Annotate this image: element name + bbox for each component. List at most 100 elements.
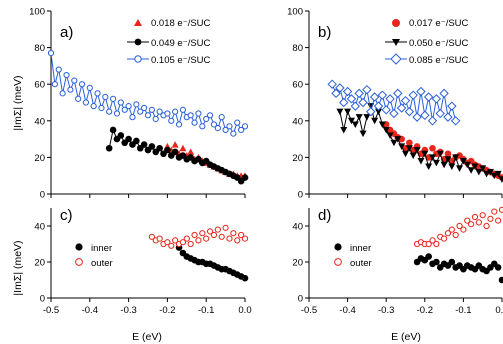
data-point-a-2-33: [175, 121, 183, 128]
data-point-d-0-3: [425, 253, 432, 260]
data-point-b-1-7: [363, 114, 371, 121]
data-point-b-1-24: [429, 154, 437, 161]
data-point-b-1-17: [402, 150, 409, 158]
data-point-a-2-47: [230, 130, 237, 137]
data-point-c-1-10: [187, 240, 194, 248]
data-point-a-2-24: [141, 104, 148, 112]
series-d-0: [413, 253, 503, 284]
data-point-a-2-39: [199, 123, 206, 130]
data-point-a-2-25: [144, 112, 152, 119]
data-point-b-1-15: [394, 136, 402, 143]
data-point-d-0-22: [498, 276, 503, 284]
data-point-a-2-17: [113, 110, 121, 117]
data-point-b-1-37: [479, 165, 487, 172]
data-point-b-1-33: [463, 161, 471, 169]
y-tick-label-c-0: 0: [40, 294, 45, 305]
data-point-a-1-1: [109, 126, 117, 134]
legend-c: inner outer: [75, 243, 113, 269]
data-point-b-1-36: [475, 169, 483, 176]
data-point-b-2-20: [404, 106, 415, 117]
data-point-b-1-14: [390, 139, 398, 147]
x-tick-label-d-1: -0.4: [339, 305, 355, 316]
x-tick-label-d-4: -0.1: [455, 305, 471, 316]
data-point-c-1-11: [191, 231, 198, 239]
data-point-b-1-28: [444, 156, 452, 163]
data-point-d-1-16: [475, 219, 482, 226]
data-point-b-1-32: [459, 158, 467, 165]
data-point-b-2-4: [342, 86, 353, 97]
data-point-a-2-20: [125, 103, 132, 110]
legend-a-marker-3: [134, 55, 142, 63]
data-point-b-2-19: [400, 95, 411, 106]
data-point-b-2-8: [358, 97, 368, 108]
data-point-b-1-35: [471, 163, 479, 171]
data-point-b-2-18: [396, 103, 407, 113]
data-point-b-1-21: [417, 158, 425, 165]
legend-b: 0.017 e⁻/SUC 0.050 e⁻/SUC 0.085 e⁻/SUC: [385, 18, 469, 66]
data-point-a-2-27: [152, 115, 159, 123]
data-point-b-1-39: [486, 169, 494, 176]
series-c-1: [148, 224, 249, 249]
data-point-d-1-5: [433, 240, 440, 248]
data-point-a-2-15: [106, 108, 113, 115]
legend-a-marker-1: [134, 19, 142, 26]
data-point-b-1-31: [456, 165, 464, 172]
data-point-d-1-14: [468, 221, 475, 228]
y-tick-label-a-5: 100: [29, 7, 45, 18]
x-tick-label-c-3: -0.2: [159, 305, 175, 316]
legend-a-label-3: 0.105 e⁻/SUC: [151, 55, 211, 66]
data-point-d-1-3: [425, 240, 432, 248]
data-point-b-1-6: [359, 130, 367, 138]
data-point-c-1-23: [238, 231, 245, 239]
data-point-b-1-9: [371, 117, 379, 125]
x-axis-label-right: E (eV): [391, 331, 421, 343]
data-point-c-1-14: [203, 235, 210, 242]
data-point-b-1-2: [344, 108, 352, 116]
data-point-b-2-25: [423, 92, 434, 102]
data-point-b-1-34: [467, 167, 475, 174]
data-point-b-2-6: [350, 101, 361, 111]
data-point-c-1-16: [210, 231, 218, 239]
data-point-a-2-43: [214, 125, 221, 132]
x-tick-label-d-0: -0.5: [301, 305, 317, 316]
data-point-b-0-6: [406, 139, 413, 147]
data-point-b-2-13: [377, 90, 388, 100]
legend-b-marker-2: [392, 39, 400, 46]
data-point-a-2-16: [109, 95, 117, 102]
data-point-a-2-46: [226, 123, 233, 130]
panel-label-a: a): [60, 24, 73, 41]
data-point-a-2-11: [90, 103, 97, 110]
data-point-d-0-9: [448, 258, 456, 266]
data-point-b-2-24: [420, 110, 430, 121]
y-tick-label-a-1: 20: [34, 153, 45, 164]
data-point-a-2-12: [94, 90, 101, 97]
data-point-b-2-23: [416, 86, 426, 97]
data-point-d-1-13: [464, 217, 471, 224]
data-point-b-1-13: [386, 132, 394, 139]
data-point-b-1-19: [409, 152, 417, 160]
data-point-a-2-1: [51, 81, 58, 88]
data-point-b-2-30: [443, 112, 453, 122]
y-tick-label-a-3: 60: [34, 80, 45, 91]
legend-a: 0.018 e⁻/SUC 0.049 e⁻/SUC 0.105 e⁻/SUC: [127, 18, 211, 66]
data-point-c-1-9: [183, 235, 190, 242]
data-point-c-1-6: [172, 237, 179, 244]
data-point-a-2-41: [206, 112, 214, 119]
legend-a-label-1: 0.018 e⁻/SUC: [151, 18, 211, 29]
data-point-d-1-19: [487, 215, 494, 222]
data-point-b-2-10: [366, 106, 376, 117]
data-point-a-2-32: [172, 108, 179, 115]
data-point-d-1-22: [498, 206, 503, 213]
legend-c-label-inner: inner: [91, 243, 112, 254]
data-point-a-2-40: [203, 115, 210, 123]
data-point-a-2-45: [222, 126, 229, 134]
data-point-a-1-11: [148, 143, 156, 150]
legend-d-label-inner: inner: [350, 243, 371, 254]
data-point-c-1-2: [156, 235, 163, 242]
data-point-b-1-11: [378, 121, 386, 128]
data-point-d-1-17: [479, 212, 486, 219]
data-point-b-2-15: [385, 94, 395, 104]
data-point-b-1-30: [452, 154, 460, 161]
data-point-c-1-8: [179, 239, 187, 246]
